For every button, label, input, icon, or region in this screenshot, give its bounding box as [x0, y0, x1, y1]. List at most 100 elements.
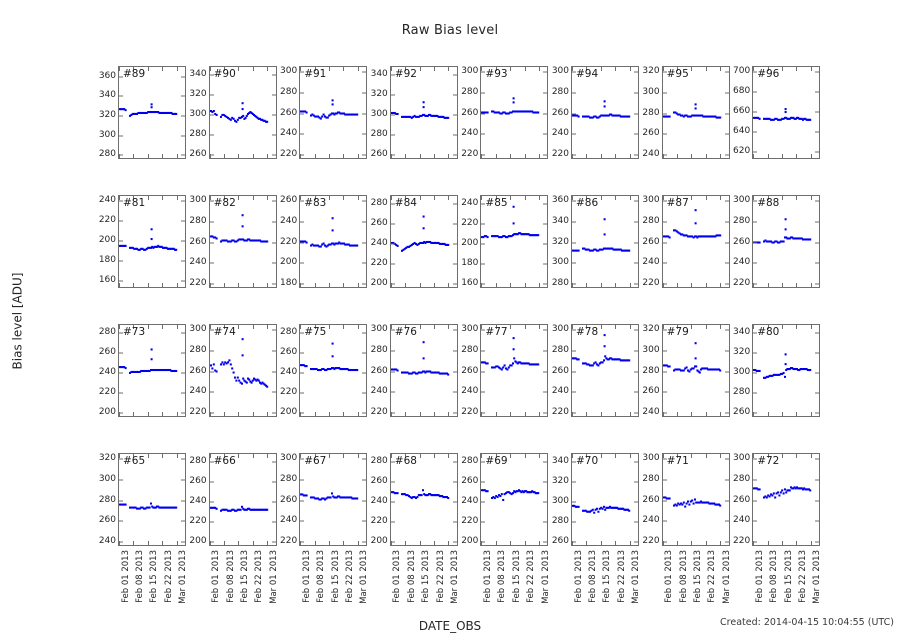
y-tick-label: 240 — [98, 367, 116, 377]
chart-panel-82[interactable]: #82 220 240 260 280 300 — [189, 195, 277, 288]
y-tick-label: 200 — [98, 407, 116, 417]
x-tick-mark — [481, 325, 483, 329]
x-tick-mark — [209, 67, 211, 71]
panel-frame: #84 — [389, 195, 458, 288]
x-tick-mark — [796, 67, 798, 71]
chart-panel-87[interactable]: #87 220 240 260 280 300 — [642, 195, 730, 288]
y-tick-label: 260 — [642, 128, 660, 139]
y-tick-mark — [119, 392, 123, 394]
y-tick-mark — [119, 95, 123, 97]
y-tick-mark — [481, 223, 486, 225]
y-tick-mark — [634, 521, 638, 523]
y-tick-mark — [662, 500, 667, 501]
x-tick-mark — [629, 541, 631, 545]
y-tick-label: 240 — [370, 238, 388, 248]
y-tick-mark — [481, 263, 486, 265]
chart-panel-69[interactable]: #69 200 220 240 260 280 Feb 01 2013 Feb 08 2013… — [461, 453, 551, 604]
chart-panel-78[interactable]: #78 220 240 260 280 300 — [552, 324, 639, 417]
panel-frame: #89 — [118, 66, 186, 159]
chart-panel-92[interactable]: #92 260 280 300 320 340 — [371, 66, 458, 159]
y-tick-mark — [815, 412, 820, 414]
y-tick-label: 220 — [642, 277, 660, 288]
y-tick-label: 280 — [280, 86, 298, 97]
y-tick-mark — [724, 329, 729, 331]
chart-panel-65[interactable]: #65 240 260 280 300 320 Feb 01 2013 Feb 08 2013… — [99, 453, 188, 604]
x-tick-mark — [796, 154, 798, 158]
y-tick-mark — [452, 114, 457, 116]
y-tick-mark — [209, 134, 214, 136]
x-axis-label: DATE_OBS — [418, 619, 482, 633]
y-tick-mark — [634, 200, 638, 202]
y-tick-label: 280 — [98, 494, 116, 505]
y-tick-mark — [362, 392, 367, 394]
y-tick-mark — [724, 113, 729, 114]
chart-panel-81[interactable]: #81 160 180 200 220 240 — [99, 195, 186, 288]
chart-panel-86[interactable]: #86 280 300 320 340 360 — [552, 195, 639, 288]
panel-data-points — [390, 489, 450, 500]
y-tick-label: 300 — [189, 195, 207, 206]
chart-panel-85[interactable]: #85 160 180 200 220 240 — [461, 195, 549, 288]
chart-panel-88[interactable]: #88 220 240 260 280 300 — [733, 195, 821, 288]
y-tick-mark — [572, 481, 576, 483]
chart-panel-79[interactable]: #79 240 260 280 300 320 — [642, 324, 730, 417]
y-tick-mark — [362, 113, 367, 114]
y-tick-label: 260 — [642, 386, 660, 397]
chart-panel-84[interactable]: #84 200 220 240 260 280 — [371, 195, 458, 288]
chart-panel-70[interactable]: #70 260 280 300 320 340 Feb 01 2013 Feb 08 2013… — [552, 453, 641, 604]
y-tick-mark — [572, 154, 576, 156]
x-tick-mark — [662, 154, 664, 158]
y-tick-label: 260 — [551, 365, 569, 376]
x-tick-mark — [238, 154, 240, 158]
chart-panel-90[interactable]: #90 260 280 300 320 340 — [189, 66, 277, 159]
panel-label: #83 — [304, 197, 327, 209]
chart-panel-77[interactable]: #77 220 240 260 280 300 — [461, 324, 549, 417]
chart-panel-74[interactable]: #74 220 240 260 280 300 — [189, 324, 277, 417]
chart-panel-91[interactable]: #91 220 240 260 280 300 — [280, 66, 368, 159]
chart-panel-89[interactable]: #89 280 300 320 340 360 — [99, 66, 186, 159]
y-tick-mark — [271, 114, 276, 116]
chart-panel-96[interactable]: #96 620 640 660 680 700 — [733, 66, 821, 159]
y-tick-label: 300 — [642, 453, 660, 464]
y-tick-label: 260 — [370, 365, 388, 376]
x-tick-label-group: Feb 01 2013 Feb 08 2013 Feb 15 2013 Feb 22 … — [480, 546, 551, 608]
y-tick-mark — [481, 412, 486, 414]
chart-panel-83[interactable]: #83 180 200 220 240 260 — [280, 195, 368, 288]
panel-label: #87 — [666, 197, 689, 209]
y-tick-label: 220 — [733, 535, 751, 546]
chart-panel-80[interactable]: #80 260 280 300 320 340 — [733, 324, 821, 417]
chart-panel-95[interactable]: #95 240 260 280 300 320 — [642, 66, 730, 159]
y-tick-mark — [662, 113, 667, 114]
y-tick-mark — [724, 283, 729, 285]
y-tick-mark — [209, 521, 214, 523]
x-tick-label: Feb 08 2013 — [678, 550, 689, 603]
x-tick-mark — [119, 325, 120, 329]
chart-panel-75[interactable]: #75 200 220 240 260 280 — [280, 324, 368, 417]
y-tick-mark — [634, 412, 638, 414]
panel-label: #69 — [485, 455, 508, 467]
chart-panel-93[interactable]: #93 220 240 260 280 300 — [461, 66, 549, 159]
chart-panel-68[interactable]: #68 200 220 240 260 280 Feb 01 2013 Feb 08 2013… — [371, 453, 460, 604]
panel-data-points — [753, 218, 812, 244]
panel-frame: #95 — [661, 66, 730, 159]
y-tick-mark — [181, 352, 185, 354]
x-tick-mark — [572, 67, 573, 71]
chart-panel-76[interactable]: #76 220 240 260 280 300 — [371, 324, 458, 417]
x-tick-mark — [343, 325, 345, 329]
panel-frame: #68 — [389, 453, 458, 546]
y-tick-mark — [362, 352, 367, 354]
chart-panel-94[interactable]: #94 220 240 260 280 300 — [552, 66, 639, 159]
chart-panel-71[interactable]: #71 220 240 260 280 300 Feb 01 2013 Feb 08 2013… — [642, 453, 732, 604]
x-tick-mark — [495, 325, 497, 329]
x-tick-mark — [314, 154, 316, 158]
chart-panel-67[interactable]: #67 220 240 260 280 300 Feb 01 2013 Feb 08 2013… — [280, 453, 369, 604]
chart-panel-72[interactable]: #72 220 240 260 280 300 Feb 01 2013 Feb 08 2013… — [733, 453, 822, 604]
y-tick-mark — [753, 151, 758, 153]
x-tick-mark — [691, 454, 693, 458]
y-tick-mark — [271, 329, 276, 331]
y-tick-mark — [181, 332, 185, 334]
panel-label: #78 — [576, 326, 599, 338]
y-tick-mark — [724, 350, 729, 352]
chart-panel-66[interactable]: #66 200 220 240 260 280 Feb 01 2013 Feb 08 2013… — [189, 453, 279, 604]
y-tick-label: 300 — [189, 324, 207, 335]
chart-panel-73[interactable]: #73 200 220 240 260 280 — [99, 324, 186, 417]
